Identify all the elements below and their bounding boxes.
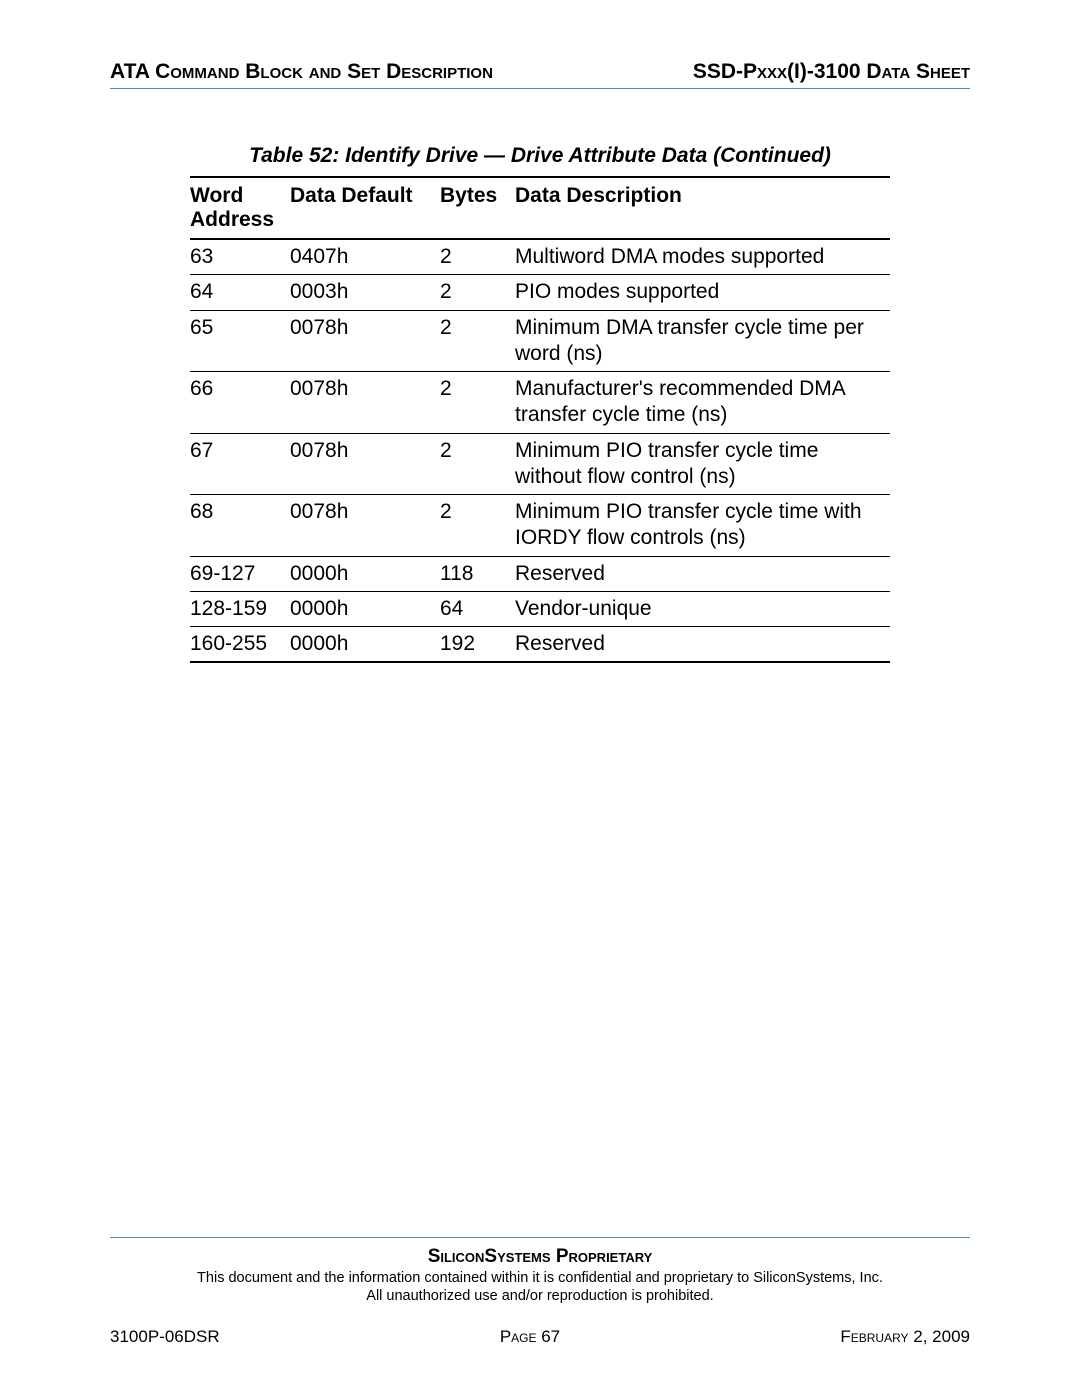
table-row: 66 0078h 2 Manufacturer's recommended DM…	[190, 372, 890, 434]
cell-addr: 67	[190, 433, 290, 495]
cell-desc: Manufacturer's recommended DMA transfer …	[515, 372, 890, 434]
cell-bytes: 64	[440, 591, 515, 626]
table-row: 67 0078h 2 Minimum PIO transfer cycle ti…	[190, 433, 890, 495]
table-row: 128-159 0000h 64 Vendor-unique	[190, 591, 890, 626]
header-right: SSD-Pxxx(I)-3100 Data Sheet	[693, 60, 970, 84]
cell-bytes: 2	[440, 310, 515, 372]
col-header-data-default: Data Default	[290, 177, 440, 239]
cell-desc: Minimum PIO transfer cycle time with IOR…	[515, 495, 890, 557]
col-header-bytes: Bytes	[440, 177, 515, 239]
cell-bytes: 118	[440, 556, 515, 591]
cell-addr: 68	[190, 495, 290, 557]
table-body: 63 0407h 2 Multiword DMA modes supported…	[190, 239, 890, 662]
table-row: 160-255 0000h 192 Reserved	[190, 627, 890, 663]
cell-def: 0000h	[290, 556, 440, 591]
cell-addr: 160-255	[190, 627, 290, 663]
cell-def: 0078h	[290, 495, 440, 557]
footer-bottom-row: 3100P-06DSR Page 67 February 2, 2009	[110, 1327, 970, 1347]
cell-desc: PIO modes supported	[515, 275, 890, 310]
col-header-word-address: Word Address	[190, 177, 290, 239]
footer-page-label: Page 67	[500, 1327, 560, 1347]
footer-disclaimer-line1: This document and the information contai…	[197, 1270, 883, 1286]
cell-bytes: 2	[440, 275, 515, 310]
footer-doc-number: 3100P-06DSR	[110, 1327, 220, 1347]
cell-addr: 63	[190, 239, 290, 275]
cell-addr: 69-127	[190, 556, 290, 591]
cell-bytes: 2	[440, 372, 515, 434]
table-row: 63 0407h 2 Multiword DMA modes supported	[190, 239, 890, 275]
footer-rule	[110, 1237, 970, 1238]
cell-desc: Reserved	[515, 556, 890, 591]
cell-desc: Minimum PIO transfer cycle time without …	[515, 433, 890, 495]
cell-def: 0078h	[290, 310, 440, 372]
page-header: ATA Command Block and Set Description SS…	[110, 60, 970, 89]
identify-drive-table: Word Address Data Default Bytes Data Des…	[190, 176, 890, 663]
cell-def: 0000h	[290, 627, 440, 663]
cell-addr: 65	[190, 310, 290, 372]
cell-bytes: 2	[440, 495, 515, 557]
cell-desc: Vendor-unique	[515, 591, 890, 626]
cell-def: 0078h	[290, 433, 440, 495]
cell-def: 0407h	[290, 239, 440, 275]
footer-disclaimer: This document and the information contai…	[110, 1270, 970, 1305]
table-header-row: Word Address Data Default Bytes Data Des…	[190, 177, 890, 239]
footer-proprietary: SiliconSystems Proprietary	[110, 1246, 970, 1268]
cell-def: 0000h	[290, 591, 440, 626]
cell-def: 0078h	[290, 372, 440, 434]
table-row: 69-127 0000h 118 Reserved	[190, 556, 890, 591]
footer-date: February 2, 2009	[840, 1327, 970, 1347]
cell-bytes: 2	[440, 239, 515, 275]
col-header-description: Data Description	[515, 177, 890, 239]
page-footer: SiliconSystems Proprietary This document…	[110, 1237, 970, 1347]
table-row: 68 0078h 2 Minimum PIO transfer cycle ti…	[190, 495, 890, 557]
table-row: 64 0003h 2 PIO modes supported	[190, 275, 890, 310]
cell-def: 0003h	[290, 275, 440, 310]
footer-disclaimer-line2: All unauthorized use and/or reproduction…	[366, 1288, 713, 1304]
table-row: 65 0078h 2 Minimum DMA transfer cycle ti…	[190, 310, 890, 372]
cell-desc: Reserved	[515, 627, 890, 663]
cell-addr: 64	[190, 275, 290, 310]
cell-desc: Multiword DMA modes supported	[515, 239, 890, 275]
header-left: ATA Command Block and Set Description	[110, 60, 493, 84]
table-caption: Table 52: Identify Drive — Drive Attribu…	[110, 144, 970, 168]
cell-bytes: 192	[440, 627, 515, 663]
cell-bytes: 2	[440, 433, 515, 495]
cell-addr: 66	[190, 372, 290, 434]
cell-addr: 128-159	[190, 591, 290, 626]
cell-desc: Minimum DMA transfer cycle time per word…	[515, 310, 890, 372]
